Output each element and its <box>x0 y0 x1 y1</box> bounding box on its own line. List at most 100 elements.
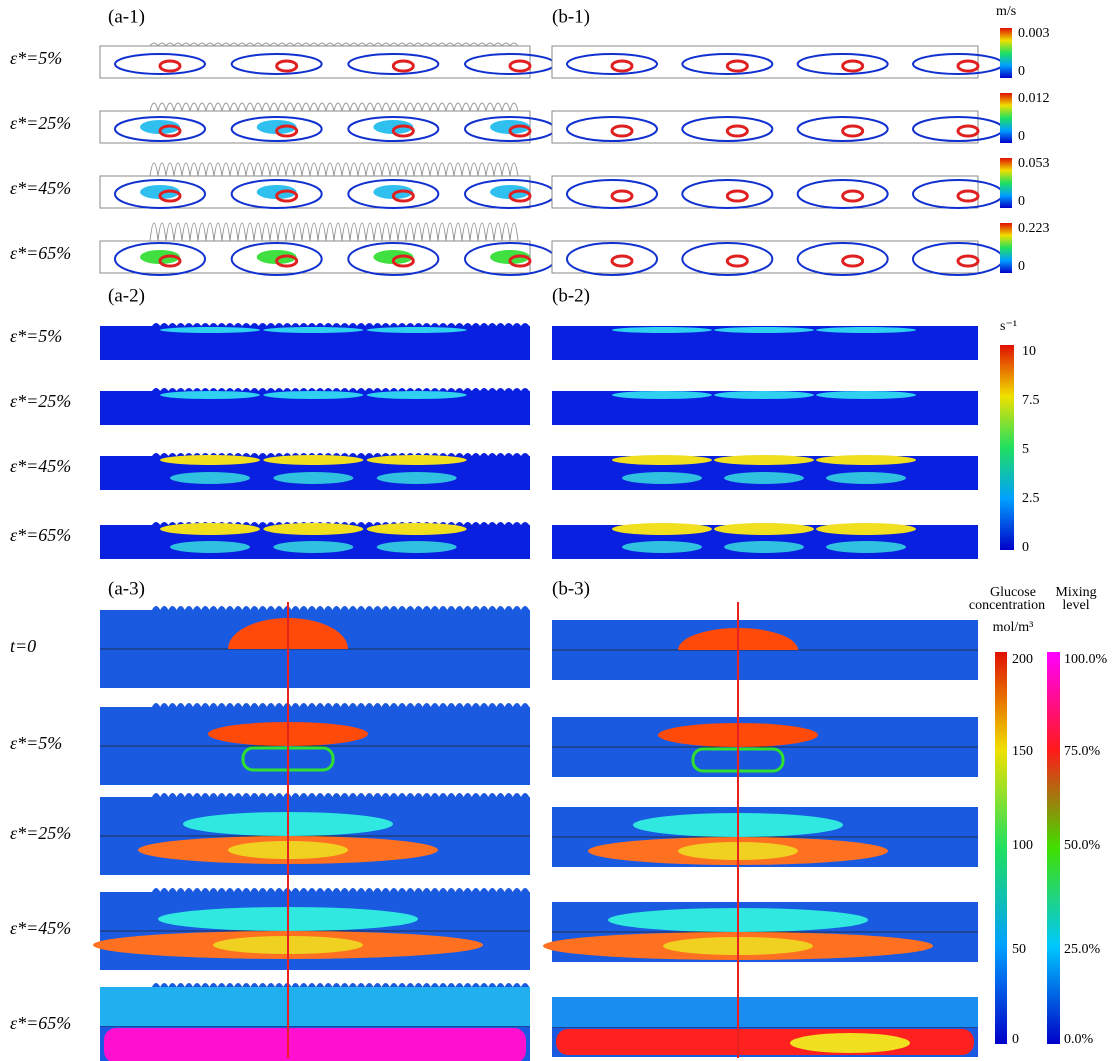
panel-label: (a-1) <box>108 6 145 27</box>
streamline <box>681 242 774 276</box>
flow-arrow <box>725 254 749 268</box>
colorbar-tick: 50.0% <box>1064 838 1101 853</box>
flow-arrow <box>725 124 749 138</box>
patch <box>256 250 297 264</box>
streamline <box>230 116 323 142</box>
row-label: ε*=65% <box>10 1013 71 1033</box>
corrugation <box>152 888 530 892</box>
row-label: ε*=45% <box>10 918 71 938</box>
shear-band <box>612 455 712 465</box>
flow-arrow <box>158 254 182 268</box>
panel-label: (a-3) <box>108 578 145 599</box>
corrugation <box>149 102 519 112</box>
shear-band <box>826 472 906 484</box>
shear-band <box>366 327 467 333</box>
flow-arrow <box>391 59 415 73</box>
patch <box>256 185 297 199</box>
flow-arrow <box>275 254 299 268</box>
row-label: ε*=65% <box>10 525 71 545</box>
corrugation <box>152 793 530 797</box>
panel-label: (b-1) <box>552 6 590 27</box>
flow-arrow <box>508 254 532 268</box>
patch <box>140 120 180 134</box>
flow-arrow <box>508 59 532 73</box>
flow-arrow <box>956 254 980 268</box>
colorbar <box>1000 158 1012 208</box>
shear-band <box>724 472 804 484</box>
shear-band <box>263 391 364 399</box>
streamline <box>566 179 658 209</box>
corrugation <box>152 703 530 707</box>
streamline <box>114 53 206 75</box>
colorbar-tick: 50 <box>1012 942 1026 957</box>
streamline <box>347 116 440 142</box>
shear-band <box>612 327 712 333</box>
patch <box>256 120 297 134</box>
corrugation <box>152 606 530 610</box>
shear-band <box>160 391 260 399</box>
row-label: ε*=65% <box>10 243 71 263</box>
colorbar <box>1000 93 1012 143</box>
mixed-top <box>552 997 978 1027</box>
colorbar-tick: 100.0% <box>1064 652 1108 667</box>
colorbar-tick: 0.0% <box>1064 1032 1094 1047</box>
colorbar-tick: 100 <box>1012 838 1033 853</box>
colorbar-title: level <box>1062 598 1089 613</box>
shear-band <box>170 472 250 484</box>
shear-band <box>816 523 916 535</box>
shear-band <box>366 455 467 465</box>
colorbar-tick: 150 <box>1012 744 1033 759</box>
flow-arrow <box>841 124 865 138</box>
shear-band <box>714 327 814 333</box>
flow-arrow <box>725 59 749 73</box>
colorbar-tick: 0 <box>1018 129 1025 144</box>
row-label: ε*=45% <box>10 456 71 476</box>
patch <box>373 120 414 134</box>
flow-arrow <box>508 189 532 203</box>
streamline <box>566 242 658 276</box>
corrugation <box>149 222 519 242</box>
corrugation <box>152 388 530 391</box>
shear-band <box>816 455 916 465</box>
streamline <box>347 53 440 75</box>
shear-band <box>160 523 260 535</box>
streamline <box>230 179 323 209</box>
streamline <box>796 53 889 75</box>
mixed-bottom <box>104 1028 526 1061</box>
colorbar-tick: 2.5 <box>1022 491 1040 506</box>
shear-band <box>714 523 814 535</box>
row-label: ε*=5% <box>10 48 62 68</box>
patch <box>490 185 530 199</box>
colorbar-tick: 0.012 <box>1018 91 1050 106</box>
mixed-bottom <box>556 1029 974 1055</box>
streamline <box>566 116 658 142</box>
shear-band <box>816 391 916 399</box>
shear-band <box>622 472 702 484</box>
shear-band <box>160 455 260 465</box>
colorbar-tick: 5 <box>1022 442 1029 457</box>
patch <box>790 1033 910 1053</box>
colorbar-tick: 200 <box>1012 652 1033 667</box>
shear-band <box>376 472 457 484</box>
colorbar <box>1047 652 1060 1044</box>
colorbar <box>1000 28 1012 78</box>
flow-arrow <box>508 124 532 138</box>
shear-band <box>724 541 804 553</box>
colorbar-title: Mixing <box>1055 585 1096 600</box>
row-label: ε*=25% <box>10 391 71 411</box>
flow-arrow <box>158 59 182 73</box>
corrugation <box>152 323 530 326</box>
streamline <box>681 53 774 75</box>
colorbar-tick: 25.0% <box>1064 942 1101 957</box>
flow-arrow <box>725 189 749 203</box>
colorbar-tick: 0.223 <box>1018 221 1050 236</box>
panel-label: (a-2) <box>108 285 145 306</box>
colorbar-tick: 10 <box>1022 344 1036 359</box>
colorbar-unit: s⁻¹ <box>1000 319 1017 334</box>
colorbar-tick: 75.0% <box>1064 744 1101 759</box>
flow-arrow <box>956 124 980 138</box>
shear-band <box>612 523 712 535</box>
flow-arrow <box>956 59 980 73</box>
shear-band <box>273 472 354 484</box>
